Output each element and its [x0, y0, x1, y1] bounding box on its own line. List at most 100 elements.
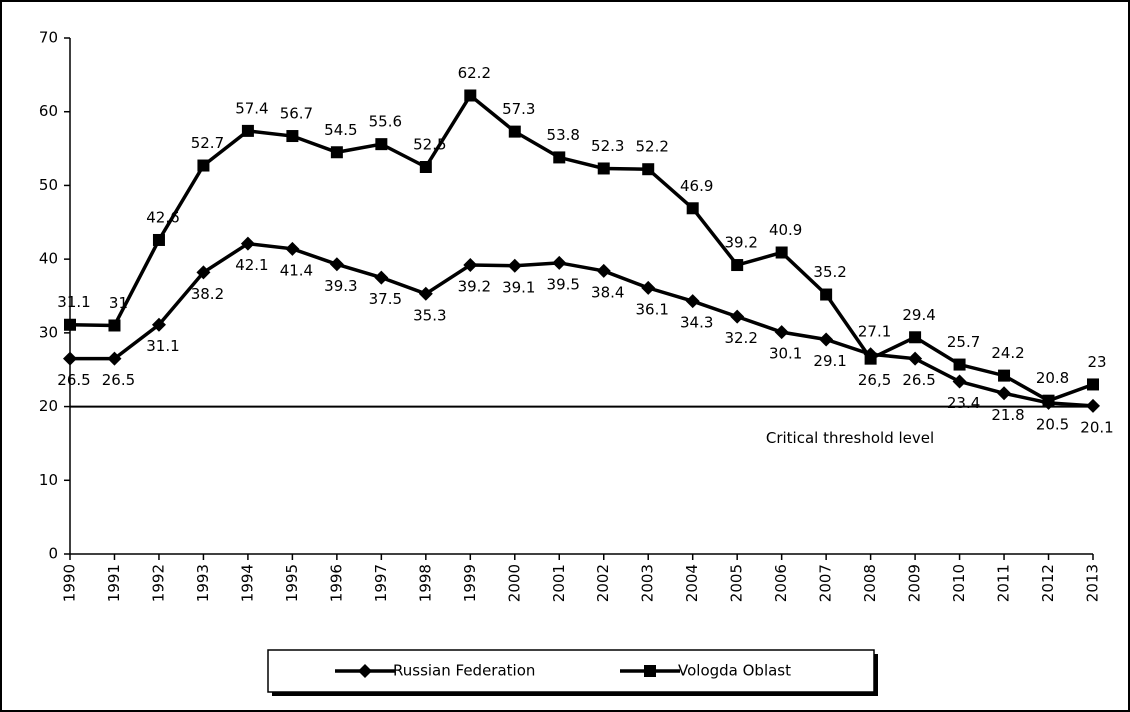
- data-label: 41.4: [280, 261, 313, 279]
- data-label: 31.1: [146, 337, 179, 355]
- x-tick-label: 1990: [61, 564, 79, 602]
- data-label: 29.1: [813, 352, 846, 370]
- data-label: 34.3: [680, 314, 713, 332]
- data-label: 37.5: [369, 290, 402, 308]
- threshold-label: Critical threshold level: [766, 429, 934, 447]
- data-label: 53.8: [547, 126, 580, 144]
- data-label: 52.7: [191, 134, 224, 152]
- data-label: 20.1: [1080, 418, 1113, 436]
- data-label: 55.6: [369, 113, 402, 131]
- data-label: 39.3: [324, 277, 357, 295]
- data-label: 26,5: [858, 371, 891, 389]
- point: [597, 162, 610, 175]
- data-label: 26.5: [902, 371, 935, 389]
- point: [685, 294, 700, 309]
- point: [1087, 378, 1099, 391]
- point: [63, 351, 77, 366]
- x-tick-label: 1995: [283, 564, 301, 602]
- data-label: 38.4: [591, 283, 624, 301]
- point: [820, 288, 833, 301]
- point: [952, 374, 967, 389]
- data-label: 24.2: [991, 344, 1024, 362]
- data-label: 30.1: [769, 345, 802, 363]
- data-label: 20.8: [1036, 369, 1069, 387]
- point: [909, 331, 922, 344]
- x-tick-label: 1992: [149, 564, 167, 602]
- point: [152, 233, 165, 246]
- data-label: 42.1: [235, 256, 268, 274]
- data-label: 57.4: [235, 99, 268, 117]
- series-line: [70, 241, 1094, 408]
- point: [553, 151, 566, 164]
- x-tick-label: 2012: [1039, 564, 1057, 602]
- legend-label: Russian Federation: [393, 662, 535, 680]
- data-label: 21.8: [991, 406, 1024, 424]
- data-label: 52.2: [636, 138, 669, 156]
- data-label: 40.9: [769, 221, 802, 239]
- data-label: 56.7: [280, 105, 313, 123]
- data-label: 20.5: [1036, 415, 1069, 433]
- point: [819, 332, 834, 347]
- data-label: 25.7: [947, 333, 980, 351]
- data-label: 39.1: [502, 278, 535, 296]
- point: [596, 263, 611, 278]
- x-tick-label: 2002: [594, 564, 612, 602]
- x-tick-label: 1998: [416, 564, 434, 602]
- point: [197, 159, 210, 172]
- point: [641, 280, 656, 295]
- point: [908, 351, 923, 366]
- point: [419, 161, 432, 173]
- data-label: 57.3: [502, 100, 535, 118]
- data-label: 62.2: [458, 64, 491, 82]
- point: [953, 358, 966, 371]
- point: [1042, 394, 1055, 407]
- data-label: 36.1: [636, 300, 669, 318]
- x-tick-label: 2011: [995, 564, 1013, 602]
- point: [730, 309, 745, 324]
- point: [463, 258, 478, 273]
- x-tick-label: 1993: [194, 564, 212, 602]
- point: [285, 241, 300, 256]
- point: [464, 89, 477, 102]
- y-tick-label: 0: [48, 545, 58, 563]
- x-tick-label: 2007: [817, 564, 835, 602]
- point: [107, 351, 122, 366]
- point: [998, 369, 1011, 382]
- x-tick-label: 2003: [639, 564, 657, 602]
- data-label: 39.5: [547, 275, 580, 293]
- x-tick-label: 2010: [950, 564, 968, 602]
- data-label: 39.2: [458, 278, 491, 296]
- data-label: 52.3: [591, 137, 624, 155]
- x-tick-label: 2000: [505, 564, 523, 602]
- point: [774, 325, 789, 340]
- point: [644, 665, 656, 677]
- point: [1086, 398, 1100, 413]
- x-tick-label: 2013: [1084, 564, 1102, 602]
- series-line: [69, 92, 1094, 403]
- point: [997, 386, 1012, 401]
- x-tick-label: 2009: [906, 564, 924, 602]
- data-label: 39.2: [724, 234, 757, 252]
- data-label: 29.4: [902, 306, 935, 324]
- y-tick-label: 60: [39, 102, 58, 120]
- legend: Russian Federation Vologda Oblast: [267, 649, 878, 696]
- data-label: 35.3: [413, 306, 446, 324]
- y-tick-label: 20: [39, 397, 58, 415]
- data-label: 54.5: [324, 121, 357, 139]
- x-tick-label: 2006: [772, 564, 790, 602]
- point: [507, 258, 522, 273]
- x-tick-label: 2005: [728, 564, 746, 602]
- point: [375, 138, 388, 151]
- data-label: 31.1: [57, 293, 90, 311]
- data-label: 42.6: [146, 208, 179, 226]
- y-tick-label: 40: [39, 250, 58, 268]
- x-tick-label: 1994: [238, 564, 256, 602]
- point: [731, 259, 744, 272]
- point: [151, 317, 166, 332]
- point: [330, 146, 343, 159]
- x-tick-label: 1999: [461, 564, 479, 602]
- data-label: 46.9: [680, 177, 713, 195]
- y-tick-label: 30: [39, 323, 58, 341]
- data-label: 23: [1087, 353, 1106, 371]
